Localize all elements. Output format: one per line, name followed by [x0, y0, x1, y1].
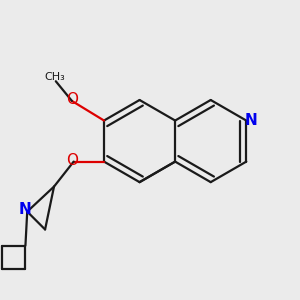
Text: O: O [66, 92, 78, 106]
Text: O: O [67, 153, 79, 168]
Text: CH₃: CH₃ [44, 72, 65, 82]
Text: N: N [244, 113, 257, 128]
Text: N: N [19, 202, 32, 217]
